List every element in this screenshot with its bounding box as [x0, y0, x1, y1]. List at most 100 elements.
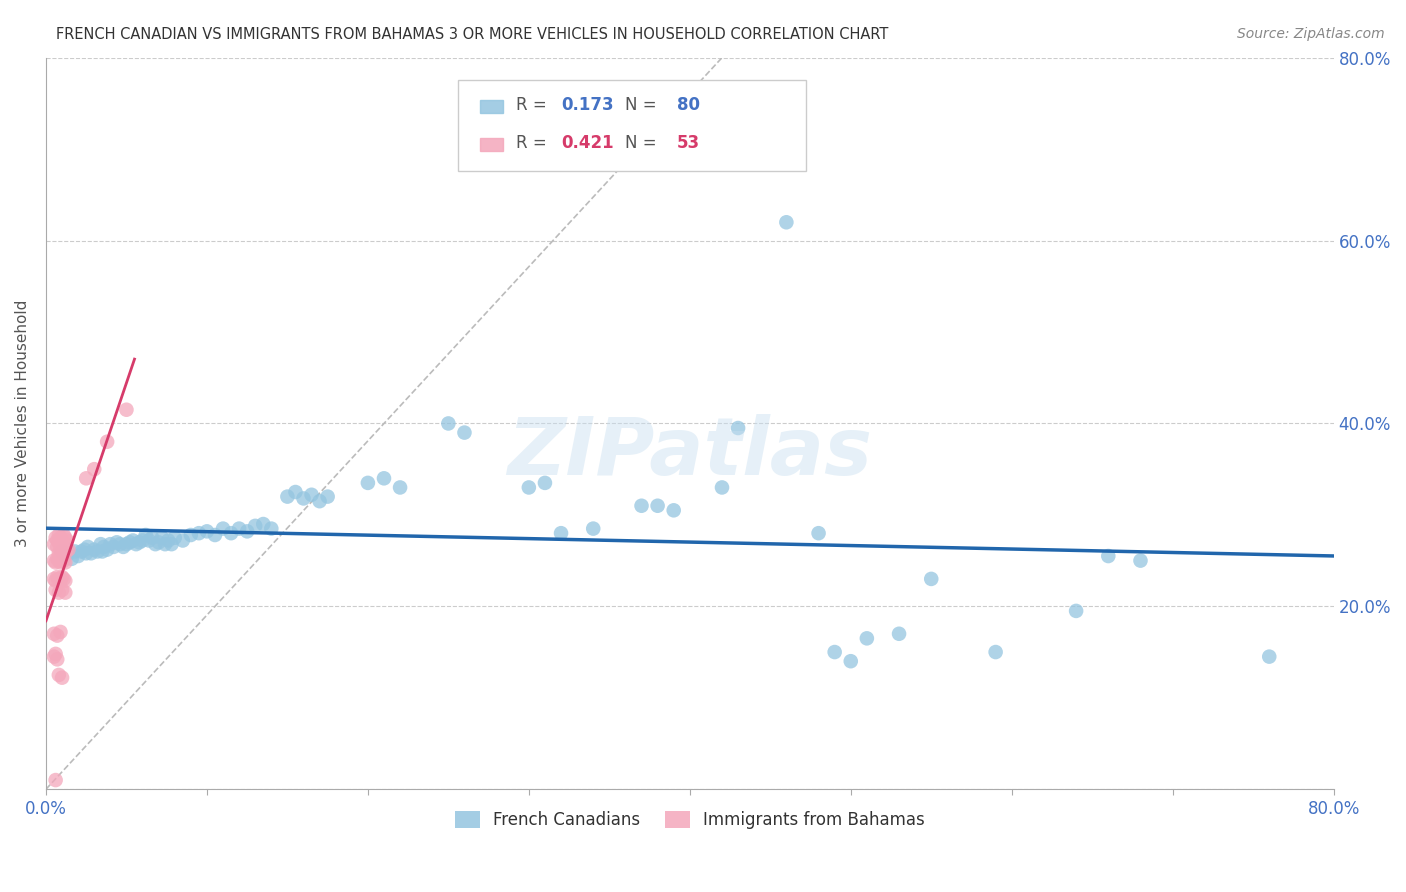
Point	[53, 531, 76, 545]
Text: Source: ZipAtlas.com: Source: ZipAtlas.com	[1237, 27, 1385, 41]
Point	[46, 551, 69, 566]
Point	[48, 668, 70, 682]
Point	[276, 490, 298, 504]
Point	[51, 549, 73, 563]
Point	[228, 522, 250, 536]
Point	[150, 531, 173, 545]
Point	[711, 480, 734, 494]
Point	[839, 654, 862, 668]
Point	[115, 537, 138, 551]
Point	[135, 528, 157, 542]
Point	[517, 480, 540, 494]
Point	[48, 535, 70, 549]
Point	[42, 572, 65, 586]
Point	[284, 485, 307, 500]
Point	[52, 572, 75, 586]
Point	[73, 542, 96, 557]
Point	[83, 462, 105, 476]
Point	[1258, 649, 1281, 664]
Point	[90, 537, 112, 551]
Point	[856, 632, 879, 646]
FancyBboxPatch shape	[479, 100, 503, 113]
Point	[195, 524, 218, 539]
Point	[75, 471, 97, 485]
Point	[141, 531, 163, 545]
Point	[153, 537, 176, 551]
Point	[51, 671, 73, 685]
Point	[245, 519, 267, 533]
Point	[204, 528, 226, 542]
Text: 80: 80	[676, 96, 700, 114]
Point	[53, 574, 76, 588]
Point	[308, 494, 330, 508]
Point	[647, 499, 669, 513]
Point	[52, 544, 75, 558]
Point	[63, 544, 86, 558]
Point	[91, 544, 114, 558]
Point	[212, 522, 235, 536]
Point	[163, 531, 186, 545]
Point	[80, 546, 103, 560]
Point	[145, 537, 167, 551]
Point	[180, 528, 202, 542]
Text: FRENCH CANADIAN VS IMMIGRANTS FROM BAHAMAS 3 OR MORE VEHICLES IN HOUSEHOLD CORRE: FRENCH CANADIAN VS IMMIGRANTS FROM BAHAM…	[56, 27, 889, 42]
Point	[824, 645, 846, 659]
Point	[98, 537, 121, 551]
Point	[48, 553, 70, 567]
Point	[46, 652, 69, 666]
Point	[630, 499, 652, 513]
Point	[48, 572, 70, 586]
Text: 0.421: 0.421	[561, 135, 613, 153]
Point	[103, 540, 125, 554]
Point	[157, 533, 180, 548]
Point	[260, 522, 283, 536]
Text: R =: R =	[516, 135, 553, 153]
Point	[118, 535, 141, 549]
Point	[49, 556, 72, 570]
Point	[46, 540, 69, 554]
Point	[45, 582, 67, 597]
Point	[357, 475, 380, 490]
Point	[49, 624, 72, 639]
FancyBboxPatch shape	[458, 79, 806, 171]
Point	[53, 549, 76, 563]
Point	[219, 526, 242, 541]
Point	[46, 629, 69, 643]
Point	[301, 488, 323, 502]
Text: N =: N =	[626, 135, 662, 153]
Point	[53, 546, 76, 560]
Point	[148, 535, 170, 549]
Point	[582, 522, 605, 536]
Point	[60, 551, 83, 566]
Point	[58, 542, 80, 557]
Point	[115, 402, 138, 417]
Point	[373, 471, 395, 485]
Point	[70, 544, 93, 558]
Point	[48, 585, 70, 599]
Point	[48, 546, 70, 560]
Point	[53, 556, 76, 570]
Point	[42, 537, 65, 551]
Point	[96, 434, 118, 449]
Point	[138, 533, 160, 548]
Point	[534, 475, 557, 490]
Point	[49, 531, 72, 545]
Point	[46, 533, 69, 548]
Point	[775, 215, 797, 229]
Legend: French Canadians, Immigrants from Bahamas: French Canadians, Immigrants from Bahama…	[449, 805, 932, 836]
Point	[45, 647, 67, 661]
Point	[453, 425, 475, 440]
Point	[316, 490, 339, 504]
Point	[58, 546, 80, 560]
FancyBboxPatch shape	[479, 138, 503, 151]
Point	[1064, 604, 1087, 618]
Point	[236, 524, 259, 539]
Point	[93, 540, 115, 554]
Point	[887, 627, 910, 641]
Point	[1097, 549, 1119, 563]
Point	[807, 526, 830, 541]
Point	[51, 533, 73, 548]
Point	[437, 417, 460, 431]
Point	[42, 649, 65, 664]
Point	[51, 544, 73, 558]
